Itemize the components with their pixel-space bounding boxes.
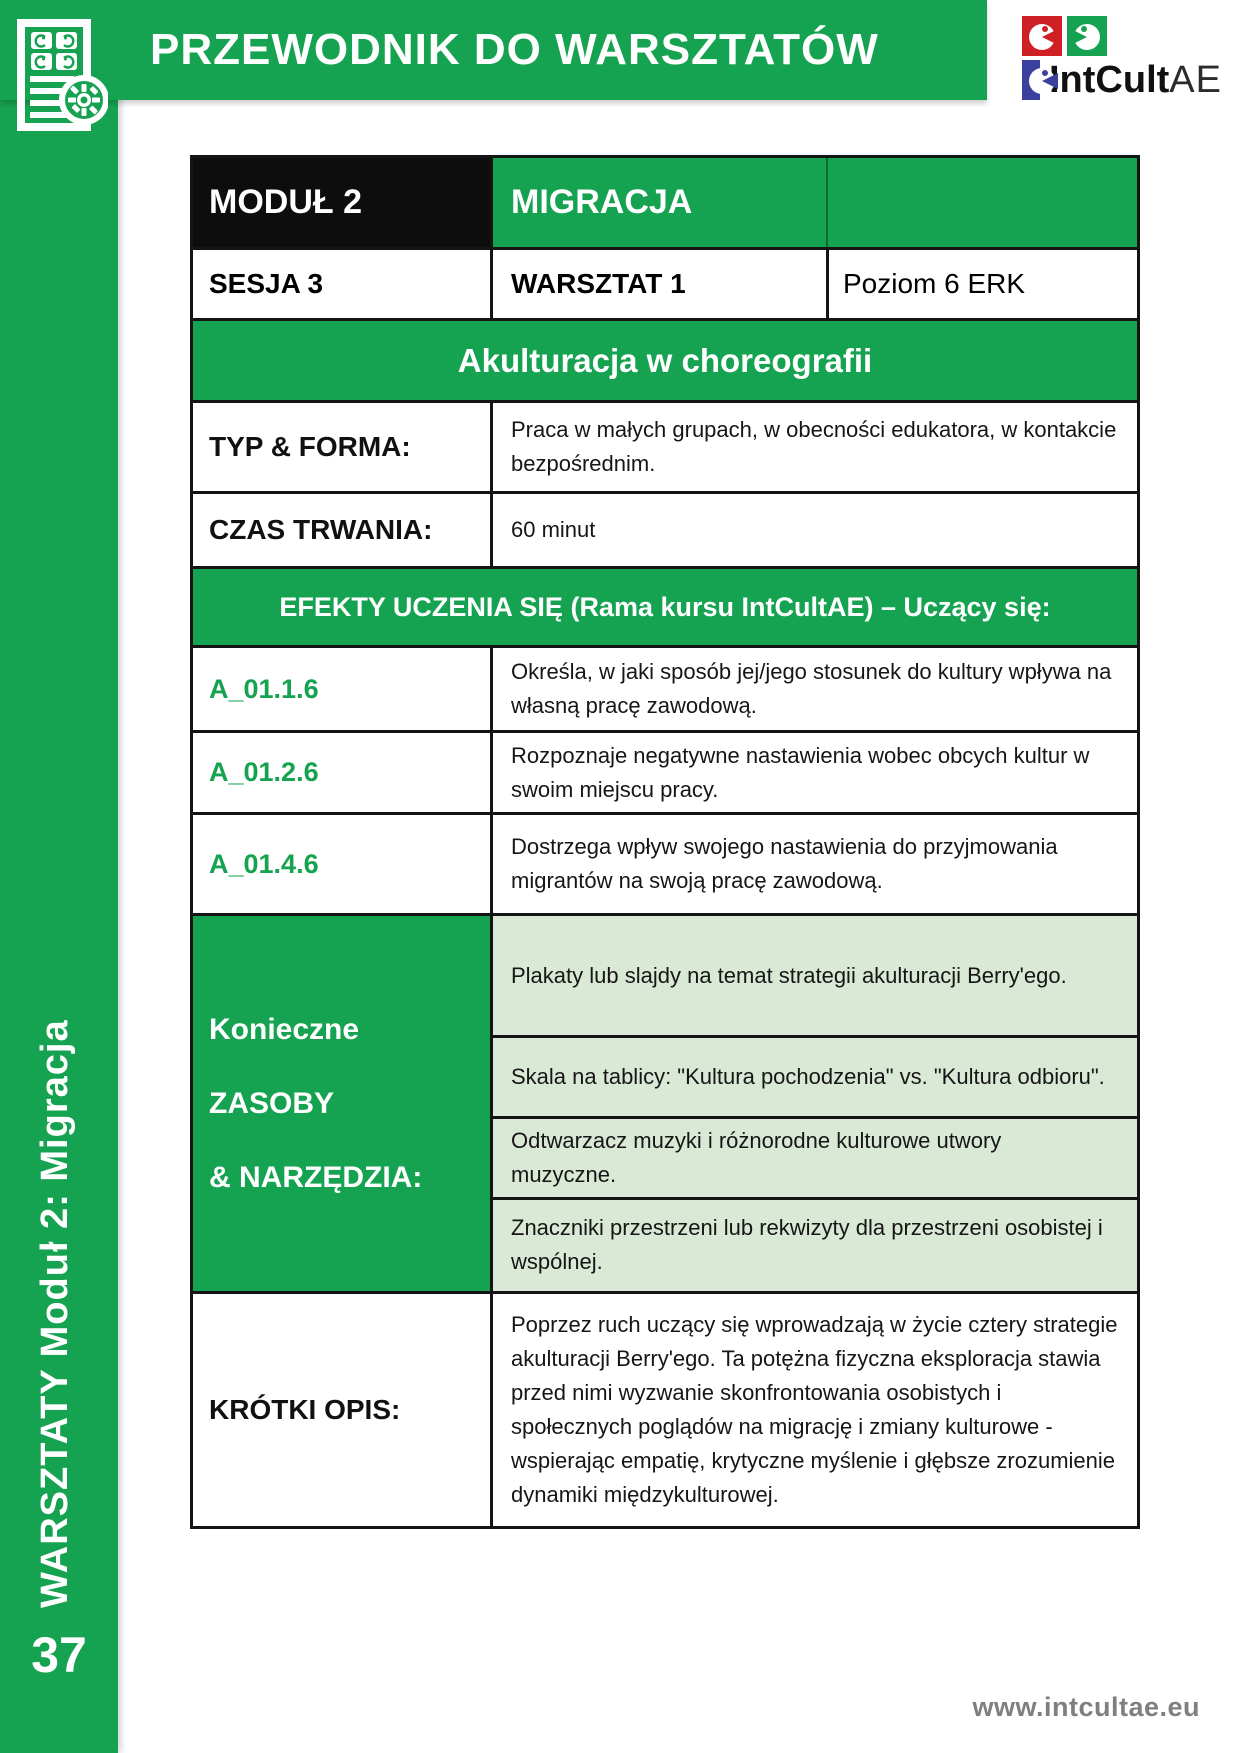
footer-website-link[interactable]: www.intcultae.eu bbox=[972, 1692, 1200, 1722]
description-text: Poprzez ruch uczący się wprowadzają w ży… bbox=[511, 1312, 1118, 1507]
logo-wordmark: IntCult AE bbox=[1049, 58, 1222, 101]
intcultae-logo: IntCult AE bbox=[1022, 16, 1222, 104]
resource-text-3: Odtwarzacz muzyki i różnorodne kulturowe… bbox=[511, 1128, 1002, 1188]
table-row-outcome-2: A_01.2.6 Rozpoznaje negatywne nastawieni… bbox=[193, 730, 1137, 812]
resource-text-4: Znaczniki przestrzeni lub rekwizyty dla … bbox=[511, 1215, 1103, 1275]
resources-list: Plakaty lub slajdy na temat strategii ak… bbox=[493, 916, 1137, 1291]
outcome-text-3: Dostrzega wpływ swojego nastawienia do p… bbox=[511, 834, 1058, 893]
workshop-cell: WARSZTAT 1 bbox=[493, 250, 829, 318]
module-title-cell: MIGRACJA bbox=[493, 158, 1137, 247]
duration-label-cell: CZAS TRWANIA: bbox=[193, 494, 493, 566]
resource-item-4: Znaczniki przestrzeni lub rekwizyty dla … bbox=[493, 1196, 1137, 1291]
resource-item-3: Odtwarzacz muzyki i różnorodne kulturowe… bbox=[493, 1116, 1137, 1197]
sidebar-green-bar bbox=[0, 0, 118, 1753]
table-row-outcomes-header: EFEKTY UCZENIA SIĘ (Rama kursu IntCultAE… bbox=[193, 566, 1137, 645]
duration-value-cell: 60 minut bbox=[493, 494, 1137, 566]
table-row-session: SESJA 3 WARSZTAT 1 Poziom 6 ERK bbox=[193, 247, 1137, 318]
logo-blue-face-icon bbox=[1022, 60, 1058, 100]
table-row-outcome-1: A_01.1.6 Określa, w jaki sposób jej/jego… bbox=[193, 645, 1137, 730]
resource-item-2: Skala na tablicy: "Kultura pochodzenia" … bbox=[493, 1035, 1137, 1117]
outcome-text-cell-2: Rozpoznaje negatywne nastawienia wobec o… bbox=[493, 733, 1137, 812]
page-number: 37 bbox=[31, 1627, 87, 1683]
resources-label-line-3: & NARZĘDZIA: bbox=[209, 1160, 423, 1194]
logo-text-bold: IntCult bbox=[1049, 58, 1170, 101]
type-value: Praca w małych grupach, w obecności eduk… bbox=[511, 417, 1117, 476]
logo-red-face-icon bbox=[1022, 16, 1062, 56]
level-cell: Poziom 6 ERK bbox=[843, 268, 1026, 299]
table-row-workshop-title: Akulturacja w choreografii bbox=[193, 318, 1137, 400]
resource-item-1: Plakaty lub slajdy na temat strategii ak… bbox=[493, 916, 1137, 1036]
column-divider bbox=[826, 158, 828, 247]
outcome-text-cell-1: Określa, w jaki sposób jej/jego stosunek… bbox=[493, 648, 1137, 730]
table-row-duration: CZAS TRWANIA: 60 minut bbox=[193, 491, 1137, 566]
session-cell: SESJA 3 bbox=[193, 250, 493, 318]
outcomes-header-banner: EFEKTY UCZENIA SIĘ (Rama kursu IntCultAE… bbox=[193, 569, 1137, 645]
description-cell: Poprzez ruch uczący się wprowadzają w ży… bbox=[493, 1294, 1137, 1526]
resources-label-line-2: ZASOBY bbox=[209, 1086, 335, 1120]
logo-green-face-icon bbox=[1067, 16, 1107, 56]
workshop-title-banner: Akulturacja w choreografii bbox=[193, 321, 1137, 400]
workshop-table: MODUŁ 2 MIGRACJA SESJA 3 WARSZTAT 1 Pozi… bbox=[190, 155, 1140, 1529]
outcome-text-2: Rozpoznaje negatywne nastawienia wobec o… bbox=[511, 742, 1090, 802]
table-row-resources: Konieczne ZASOBY & NARZĘDZIA: Plakaty lu… bbox=[193, 913, 1137, 1291]
table-row-outcome-3: A_01.4.6 Dostrzega wpływ swojego nastawi… bbox=[193, 812, 1137, 913]
module-title: MIGRACJA bbox=[511, 183, 693, 221]
description-label-cell: KRÓTKI OPIS: bbox=[193, 1294, 493, 1526]
resources-label-cell: Konieczne ZASOBY & NARZĘDZIA: bbox=[193, 916, 493, 1291]
type-value-cell: Praca w małych grupach, w obecności eduk… bbox=[493, 403, 1137, 491]
resource-text-1: Plakaty lub slajdy na temat strategii ak… bbox=[511, 962, 1067, 988]
sidebar-vertical-label: WARSZTATY Moduł 2: Migracja bbox=[34, 1019, 76, 1608]
resource-text-2: Skala na tablicy: "Kultura pochodzenia" … bbox=[511, 1064, 1105, 1090]
page-title: PRZEWODNIK DO WARSZTATÓW bbox=[150, 25, 879, 74]
resources-label-line-1: Konieczne bbox=[209, 1012, 360, 1046]
table-row-description: KRÓTKI OPIS: Poprzez ruch uczący się wpr… bbox=[193, 1291, 1137, 1526]
outcome-code-2: A_01.2.6 bbox=[193, 733, 493, 812]
type-label-cell: TYP & FORMA: bbox=[193, 403, 493, 491]
outcome-code-3: A_01.4.6 bbox=[193, 815, 493, 913]
table-row-module: MODUŁ 2 MIGRACJA bbox=[193, 158, 1137, 247]
logo-text-light: AE bbox=[1169, 58, 1222, 101]
duration-value: 60 minut bbox=[511, 517, 596, 542]
outcome-text-cell-3: Dostrzega wpływ swojego nastawienia do p… bbox=[493, 815, 1137, 913]
header-bar bbox=[0, 0, 987, 100]
module-label-cell: MODUŁ 2 bbox=[193, 158, 493, 247]
outcome-code-1: A_01.1.6 bbox=[193, 648, 493, 730]
outcome-text-1: Określa, w jaki sposób jej/jego stosunek… bbox=[511, 659, 1112, 718]
table-row-type: TYP & FORMA: Praca w małych grupach, w o… bbox=[193, 400, 1137, 491]
workshop-document-gear-icon bbox=[16, 18, 109, 141]
